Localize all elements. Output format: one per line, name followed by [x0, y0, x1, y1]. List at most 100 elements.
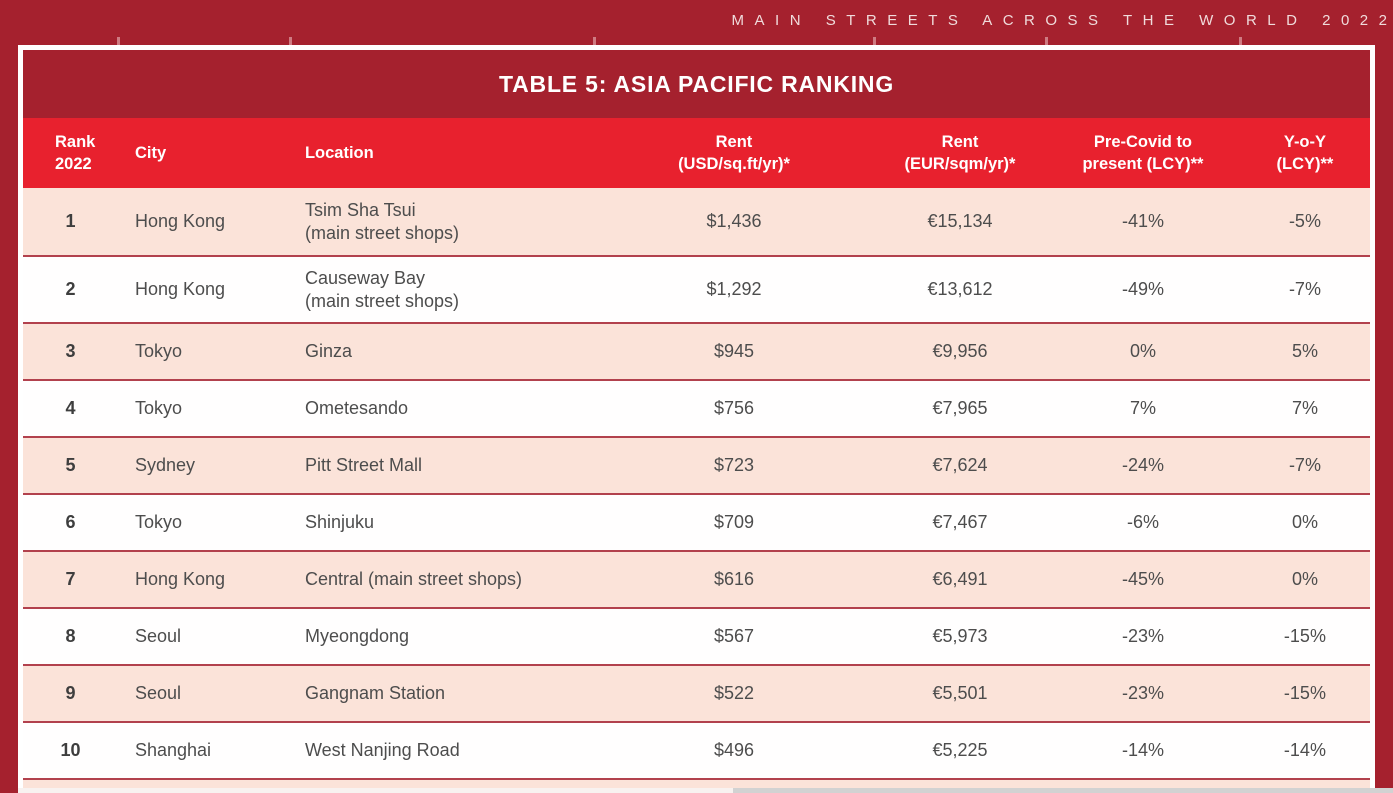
cell-rent_eur: €6,491	[932, 569, 988, 589]
cell-city: Hong Kong	[134, 211, 226, 231]
table-row: 6 Tokyo Shinjuku $709 €7,467 -6% 0%	[23, 493, 1370, 550]
cell-pre_covid: -41%	[1121, 211, 1164, 231]
table-row: 10 Shanghai West Nanjing Road $496 €5,225 -14…	[23, 721, 1370, 778]
cell-yoy: 0%	[1291, 512, 1318, 532]
cell-pre_covid: -23%	[1121, 626, 1164, 646]
cell-rent_eur: €5,225	[932, 740, 988, 760]
cell-city: Tokyo	[134, 512, 182, 532]
cell-rank: 3	[65, 341, 76, 361]
cell-pre_covid: 7%	[1129, 398, 1156, 418]
table-row: 7 Hong Kong Central (main street shops) $61…	[23, 550, 1370, 607]
cell-location: Myeongdong	[304, 626, 410, 646]
cell-rank: 10	[60, 740, 81, 760]
report-banner-title: MAIN STREETS ACROSS THE WORLD 2022	[731, 11, 1393, 29]
table-row: 5 Sydney Pitt Street Mall $723 €7,624 -24% -7%	[23, 436, 1370, 493]
cell-rank: 1	[65, 211, 76, 231]
cell-rent_eur: €7,965	[932, 398, 988, 418]
header-rank: Rank 2022	[55, 133, 96, 173]
header-rent-eur: Rent (EUR/sqm/yr)*	[904, 133, 1016, 173]
cell-rent_eur: €13,612	[927, 279, 993, 299]
column-boundary-tick	[117, 37, 120, 45]
cell-rank: 4	[65, 398, 76, 418]
cell-location: Central (main street shops)	[304, 569, 523, 589]
cell-location: Shinjuku	[304, 512, 374, 532]
cell-rank: 7	[65, 569, 76, 589]
cell-rent_usd: $945	[713, 341, 754, 361]
cell-rent_usd: $1,292	[706, 279, 762, 299]
table-row: 4 Tokyo Ometesando $756 €7,965 7% 7%	[23, 379, 1370, 436]
cell-pre_covid: -49%	[1121, 279, 1164, 299]
header-city: City	[134, 144, 167, 162]
cell-city: Tokyo	[134, 398, 182, 418]
cell-rent_usd: $616	[713, 569, 754, 589]
cell-location: Causeway Bay (main street shops)	[304, 267, 460, 311]
cell-location: Ginza	[304, 341, 352, 361]
header-rent-usd: Rent (USD/sq.ft/yr)*	[678, 133, 790, 173]
cell-yoy: -5%	[1288, 211, 1321, 231]
cell-rent_usd: $1,436	[706, 211, 762, 231]
cell-yoy: 0%	[1291, 569, 1318, 589]
cell-yoy: 5%	[1291, 341, 1318, 361]
cell-pre_covid: -24%	[1121, 455, 1164, 475]
cell-location: West Nanjing Road	[304, 740, 460, 760]
cell-rent_eur: €5,501	[932, 683, 988, 703]
page-edge-strip-right	[733, 788, 1393, 793]
cell-location: Tsim Sha Tsui (main street shops)	[304, 199, 460, 243]
table-body: 1 Hong Kong Tsim Sha Tsui (main street sho…	[23, 188, 1370, 778]
table-row: 9 Seoul Gangnam Station $522 €5,501 -23% -15%	[23, 664, 1370, 721]
cell-city: Seoul	[134, 683, 181, 703]
cell-rank: 9	[65, 683, 76, 703]
column-boundary-tick	[1239, 37, 1242, 45]
cell-location: Ometesando	[304, 398, 409, 418]
cell-rent_usd: $567	[713, 626, 754, 646]
ranking-table: TABLE 5: ASIA PACIFIC RANKING Rank 2022 …	[18, 45, 1375, 793]
cell-location: Pitt Street Mall	[304, 455, 422, 475]
cell-location: Gangnam Station	[304, 683, 446, 703]
cell-rent_eur: €15,134	[927, 211, 993, 231]
cell-pre_covid: -45%	[1121, 569, 1164, 589]
cell-city: Shanghai	[134, 740, 212, 760]
header-yoy: Y-o-Y (LCY)**	[1276, 133, 1334, 173]
page-edge-strip-left	[18, 788, 733, 793]
table-row: 2 Hong Kong Causeway Bay (main street shop…	[23, 255, 1370, 322]
cell-city: Tokyo	[134, 341, 182, 361]
cell-city: Sydney	[134, 455, 195, 475]
cell-yoy: -15%	[1283, 683, 1326, 703]
table-title: TABLE 5: ASIA PACIFIC RANKING	[498, 70, 895, 97]
cell-yoy: -14%	[1283, 740, 1326, 760]
table-row: 8 Seoul Myeongdong $567 €5,973 -23% -15%	[23, 607, 1370, 664]
cell-pre_covid: -6%	[1126, 512, 1159, 532]
cell-yoy: 7%	[1291, 398, 1318, 418]
cell-rent_eur: €7,467	[932, 512, 988, 532]
cell-rent_eur: €7,624	[932, 455, 988, 475]
cell-pre_covid: -23%	[1121, 683, 1164, 703]
header-location: Location	[304, 143, 374, 162]
cell-rent_eur: €5,973	[932, 626, 988, 646]
cell-rent_usd: $709	[713, 512, 754, 532]
column-boundary-tick	[1045, 37, 1048, 45]
column-boundary-tick	[289, 37, 292, 45]
cell-yoy: -7%	[1288, 279, 1321, 299]
cell-pre_covid: -14%	[1121, 740, 1164, 760]
table-header-row: Rank 2022 City Location Rent (USD/sq.ft/…	[23, 118, 1370, 188]
table-row: 3 Tokyo Ginza $945 €9,956 0% 5%	[23, 322, 1370, 379]
cell-rent_usd: $723	[713, 455, 754, 475]
cell-city: Hong Kong	[134, 279, 226, 299]
cell-city: Hong Kong	[134, 569, 226, 589]
table-title-bar: TABLE 5: ASIA PACIFIC RANKING	[23, 50, 1370, 118]
cell-pre_covid: 0%	[1129, 341, 1156, 361]
report-banner: MAIN STREETS ACROSS THE WORLD 2022	[0, 0, 1387, 40]
cell-rent_usd: $496	[713, 740, 754, 760]
cell-rent_usd: $756	[713, 398, 754, 418]
cell-rent_usd: $522	[713, 683, 754, 703]
cell-rank: 5	[65, 455, 76, 475]
cell-yoy: -15%	[1283, 626, 1326, 646]
cell-rent_eur: €9,956	[932, 341, 988, 361]
column-boundary-tick	[873, 37, 876, 45]
cell-rank: 6	[65, 512, 76, 532]
cell-city: Seoul	[134, 626, 181, 646]
header-pre-covid: Pre-Covid to present (LCY)**	[1082, 133, 1204, 173]
cell-rank: 2	[65, 279, 76, 299]
table-row: 1 Hong Kong Tsim Sha Tsui (main street sho…	[23, 188, 1370, 255]
column-boundary-tick	[593, 37, 596, 45]
